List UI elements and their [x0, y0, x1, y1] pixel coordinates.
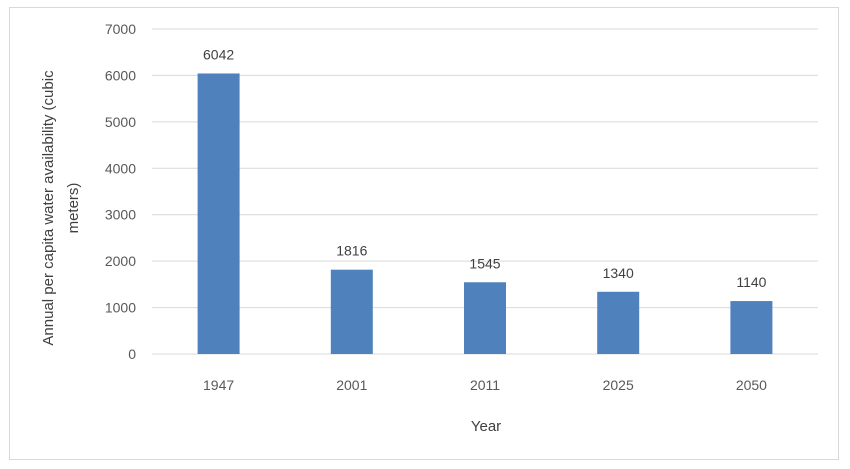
y-tick-label: 3000	[105, 207, 136, 223]
bar	[464, 282, 506, 354]
x-tick-label: 2011	[470, 377, 500, 393]
bar	[197, 73, 240, 354]
gridlines	[152, 28, 818, 355]
chart-frame	[9, 7, 839, 460]
data-label: 6042	[203, 46, 234, 62]
data-label: 1140	[736, 274, 766, 290]
y-tick-label: 1000	[105, 300, 136, 316]
y-axis-title: Annual per capita water availability (cu…	[40, 70, 82, 346]
y-tick-label: 0	[128, 346, 136, 362]
data-label: 1816	[336, 243, 367, 259]
y-axis-title-line-1: Annual per capita water availability (cu…	[40, 70, 57, 346]
y-tick-label: 2000	[105, 253, 136, 269]
bar	[730, 301, 773, 354]
y-tick-labels: 0 1000 2000 3000 4000 5000 6000 7000	[105, 21, 136, 362]
y-tick-label: 5000	[105, 114, 136, 130]
bars	[197, 73, 773, 354]
y-tick-label: 6000	[105, 67, 136, 83]
data-label: 1545	[469, 255, 500, 271]
x-tick-label: 2001	[336, 377, 367, 393]
data-label: 1340	[603, 265, 634, 281]
data-labels: 6042 1816 1545 1340 1140	[203, 46, 767, 290]
bar	[597, 291, 640, 354]
x-tick-label: 2050	[736, 377, 767, 393]
x-tick-labels: 1947 2001 2011 2025 2050	[203, 377, 767, 393]
y-tick-label: 4000	[105, 160, 136, 176]
x-tick-label: 2025	[603, 377, 634, 393]
x-axis-title: Year	[471, 418, 501, 435]
x-tick-label: 1947	[203, 377, 234, 393]
y-axis-title-line-2: meters)	[65, 183, 82, 234]
bar	[330, 269, 373, 354]
y-tick-label: 7000	[105, 21, 136, 37]
